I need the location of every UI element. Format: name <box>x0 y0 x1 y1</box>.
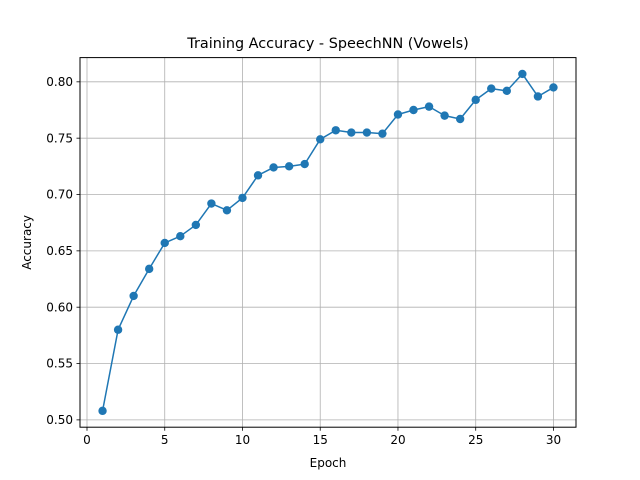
plot-frame <box>79 57 577 428</box>
y-tick-label: 0.80 <box>46 75 73 89</box>
data-point <box>347 128 356 137</box>
x-tick-label: 20 <box>390 433 405 447</box>
data-point <box>284 162 294 171</box>
data-point <box>207 199 216 208</box>
x-tick-label: 10 <box>235 433 250 447</box>
y-tick-label: 0.50 <box>46 413 73 427</box>
data-point <box>176 232 185 241</box>
x-tick-label: 25 <box>468 433 483 447</box>
data-point <box>533 92 543 101</box>
data-point <box>238 193 247 203</box>
y-axis-label: Accuracy <box>20 215 34 270</box>
data-point <box>409 105 418 115</box>
y-axis: 0.50 0.55 0.60 0.65 0.70 0.75 0.80 <box>46 75 80 427</box>
y-tick-label: 0.70 <box>46 188 73 202</box>
data-point <box>440 111 449 120</box>
data-point <box>191 220 201 230</box>
data-point <box>393 110 403 119</box>
data-point <box>160 238 169 248</box>
data-point <box>144 264 154 274</box>
x-tick-label: 5 <box>161 433 169 447</box>
y-tick-label: 0.60 <box>46 300 73 314</box>
x-tick-label: 15 <box>313 433 328 447</box>
data-point <box>253 171 263 180</box>
data-point <box>129 291 138 301</box>
data-point <box>471 95 480 105</box>
y-tick-label: 0.65 <box>46 244 73 258</box>
data-point <box>487 84 496 93</box>
y-tick-label: 0.55 <box>46 357 73 371</box>
chart-title: Training Accuracy - SpeechNN (Vowels) <box>186 36 468 52</box>
data-point <box>518 69 527 79</box>
x-axis: 0 5 10 15 20 25 30 <box>83 427 561 447</box>
data-point <box>455 114 465 124</box>
x-tick-label: 0 <box>83 433 91 447</box>
data-point <box>549 83 558 92</box>
series-accuracy <box>98 69 558 416</box>
data-point <box>269 163 278 172</box>
x-axis-label: Epoch <box>310 456 347 470</box>
data-point <box>300 159 309 169</box>
data-point <box>316 135 325 144</box>
data-point <box>98 406 107 416</box>
data-point <box>378 129 387 138</box>
data-point <box>502 86 512 96</box>
data-point <box>222 206 232 215</box>
y-tick-label: 0.75 <box>46 131 73 145</box>
data-point <box>113 325 123 334</box>
series-line <box>101 73 554 412</box>
data-point <box>424 102 434 111</box>
data-point <box>362 128 372 137</box>
grid <box>80 57 576 428</box>
data-point <box>331 126 340 135</box>
x-tick-label: 30 <box>546 433 561 447</box>
